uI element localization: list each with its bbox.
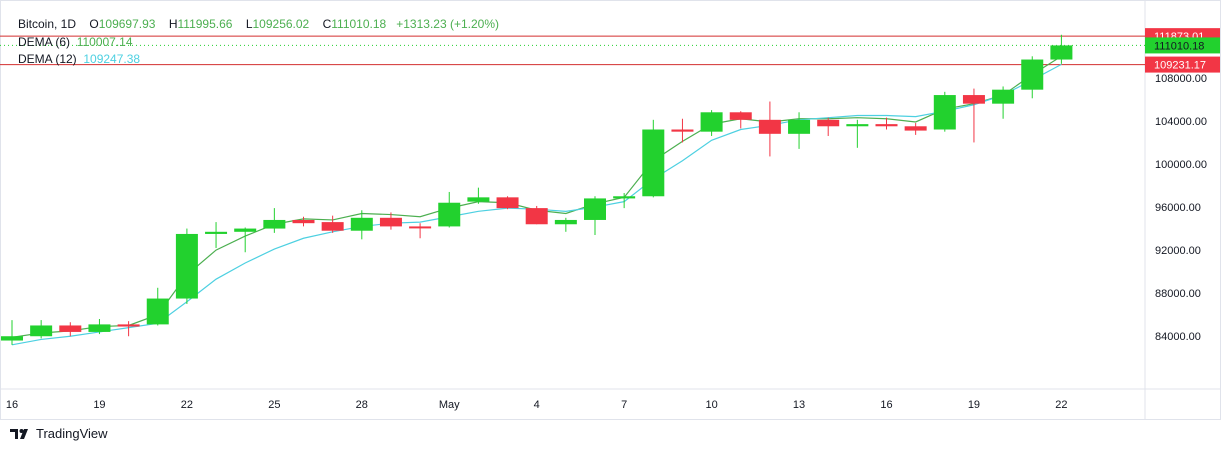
x-tick-label: 4 <box>534 399 540 411</box>
y-tick-label: 96000.00 <box>1155 202 1201 214</box>
x-tick-label: 28 <box>356 399 368 411</box>
y-tick-label: 104000.00 <box>1155 116 1207 128</box>
candle-body <box>496 197 519 209</box>
x-tick-label: 19 <box>968 399 980 411</box>
candle-body <box>700 112 723 132</box>
candle-body <box>117 324 140 327</box>
candle-body <box>788 119 811 134</box>
price-label-box <box>1145 56 1220 73</box>
candle-body <box>642 129 665 197</box>
tradingview-logo-icon <box>10 428 28 439</box>
candle-body <box>525 208 548 225</box>
y-tick-label: 100000.00 <box>1155 159 1207 171</box>
candle-body <box>846 124 869 127</box>
candle-body <box>205 231 228 234</box>
dema12-label: DEMA (12) <box>18 52 77 66</box>
candle-body <box>671 129 694 132</box>
candle-body <box>962 95 985 104</box>
candle-body <box>379 217 402 227</box>
y-tick-label: 92000.00 <box>1155 245 1201 257</box>
candle-body <box>146 298 169 325</box>
candle-body <box>30 325 53 337</box>
open-label: O <box>89 17 99 31</box>
low-label: L <box>245 17 253 31</box>
price-label-text: 111010.18 <box>1154 40 1204 52</box>
candle-body <box>1021 59 1044 90</box>
dema6-label: DEMA (6) <box>18 35 71 49</box>
close-label: C <box>322 17 332 31</box>
symbol-label: Bitcoin, 1D <box>18 17 77 31</box>
candle-body <box>992 89 1015 104</box>
dema6-legend: DEMA (6) 110007.14 <box>18 35 133 49</box>
ohlc-legend: Bitcoin, 1D O109697.93 H111995.66 L10925… <box>18 17 499 31</box>
candle-body <box>438 202 461 227</box>
candle-body <box>875 124 898 127</box>
change-value: +1313.23 (+1.20%) <box>396 17 499 31</box>
brand-label: TradingView <box>36 426 108 441</box>
candle-body <box>263 219 286 229</box>
x-tick-label: 22 <box>1055 399 1067 411</box>
close-value: 111010.18 <box>331 17 387 31</box>
candle-body <box>59 325 82 332</box>
high-label: H <box>168 17 178 31</box>
price-label-text: 109231.17 <box>1154 60 1206 72</box>
chart-frame <box>0 0 1221 420</box>
candle-body <box>817 119 840 127</box>
candle-body <box>758 119 781 134</box>
dema6-value: 110007.14 <box>76 35 133 49</box>
x-tick-label: 19 <box>93 399 105 411</box>
x-tick-label: 16 <box>6 399 18 411</box>
dema6-line <box>11 55 1062 338</box>
y-tick-label: 84000.00 <box>1155 331 1201 343</box>
candle-body <box>234 228 257 232</box>
candle-body <box>1 336 23 341</box>
x-tick-label: 13 <box>793 399 805 411</box>
candle-body <box>321 222 344 231</box>
candle-body <box>292 219 315 224</box>
y-tick-label: 88000.00 <box>1155 288 1201 300</box>
dema12-line <box>11 63 1062 346</box>
x-tick-label: 7 <box>621 399 627 411</box>
y-tick-label: 108000.00 <box>1155 73 1207 85</box>
x-tick-label: 25 <box>268 399 280 411</box>
candle-body <box>613 196 636 199</box>
open-value: 109697.93 <box>98 17 156 31</box>
low-value: 109256.02 <box>252 17 310 31</box>
x-tick-label: 16 <box>880 399 892 411</box>
candle-body <box>409 226 432 229</box>
candle-body <box>933 95 956 130</box>
candle-body <box>554 219 577 225</box>
candlestick-chart[interactable]: 84000.00 88000.00 92000.00 96000.00 100000.0… <box>0 0 1231 420</box>
price-label-box <box>1145 37 1220 54</box>
high-value: 111995.66 <box>177 17 233 31</box>
candle-body <box>88 324 111 332</box>
candle-body <box>467 197 490 202</box>
candle-body <box>729 112 752 120</box>
x-tick-label: 22 <box>181 399 193 411</box>
candle-body <box>1050 45 1073 60</box>
candle-body <box>904 126 927 131</box>
x-tick-label: 10 <box>705 399 717 411</box>
candle-body <box>175 233 198 299</box>
candle-body <box>350 217 373 231</box>
tradingview-brand[interactable]: TradingView <box>10 426 108 441</box>
dema12-legend: DEMA (12) 109247.38 <box>18 52 140 66</box>
candle-body <box>584 198 606 220</box>
x-tick-label: May <box>439 399 460 411</box>
dema12-value: 109247.38 <box>83 52 141 66</box>
